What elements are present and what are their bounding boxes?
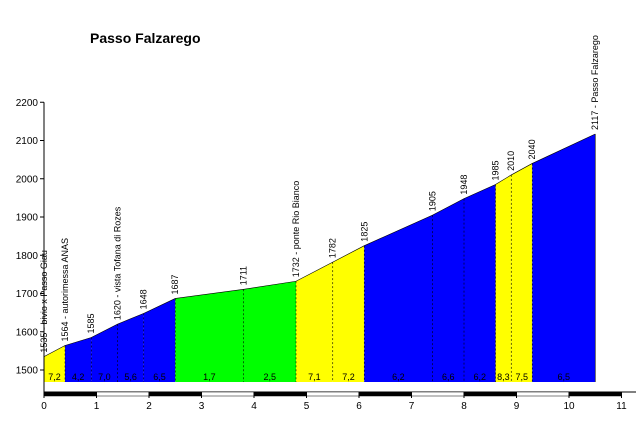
point-label: 2010 (506, 151, 516, 171)
profile-segment (65, 337, 92, 382)
gradient-labels: 7,2 4,2 7,0 5,6 6,5 1,7 2,5 7,1 7,2 6,2 6,6 6,2 8,3 7… (48, 372, 570, 382)
x-tick-label: 6 (356, 401, 362, 412)
km-scale-bar (43, 391, 97, 397)
km-scale-bar (96, 391, 150, 397)
profile-segment (117, 313, 144, 382)
profile-segment (143, 298, 176, 382)
x-tick-label: 8 (461, 401, 467, 412)
y-tick-label: 1900 (16, 213, 39, 224)
point-label: 1711 (239, 266, 249, 285)
km-scale-bar (358, 391, 412, 397)
x-tick-label: 10 (563, 401, 575, 412)
point-label: 1905 (428, 191, 438, 211)
point-label: 1825 (359, 222, 369, 242)
profile-segment (495, 174, 512, 382)
gradient-label: 6,2 (473, 372, 486, 382)
x-tick-label: 3 (199, 401, 205, 412)
point-labels: 1535 - bivio x Passo Giau 1564 - autorime… (39, 35, 600, 353)
gradient-label: 7,0 (98, 372, 111, 382)
gradient-label: 8,3 (497, 372, 510, 382)
x-tick-label: 2 (146, 401, 152, 412)
gradient-label: 6,2 (392, 372, 405, 382)
y-tick-label: 1700 (16, 289, 39, 300)
profile-line (43, 133, 596, 357)
profile-segment (175, 289, 244, 382)
km-scale-bar (201, 391, 255, 397)
km-scale-bar (253, 391, 307, 397)
gradient-label: 1,7 (203, 372, 216, 382)
gradient-label: 7,1 (308, 372, 321, 382)
profile-segment (91, 324, 118, 382)
gradient-label: 7,2 (48, 372, 61, 382)
gradient-label: 5,6 (124, 372, 137, 382)
x-tick-label: 5 (304, 401, 310, 412)
point-label: 1782 (328, 238, 338, 258)
x-tick-label: 0 (41, 401, 47, 412)
profile-segment (364, 215, 433, 382)
profile-segment (432, 198, 464, 382)
point-label: 1648 (139, 289, 149, 309)
y-tick-label: 1600 (16, 327, 39, 338)
gradient-label: 6,6 (442, 372, 455, 382)
point-label: 1732 - ponte Rio Bianco (291, 181, 301, 278)
segment-dividers (64, 133, 596, 382)
x-tick-label: 1 (94, 401, 100, 412)
km-scale-bar (148, 391, 202, 397)
y-tick-label: 1800 (16, 251, 39, 262)
gradient-label: 7,5 (515, 372, 528, 382)
y-tick-label: 2100 (16, 136, 39, 147)
x-tick-label: 11 (616, 401, 627, 412)
km-scale-bar (411, 391, 465, 397)
y-tick-label: 1500 (16, 366, 39, 377)
x-tick-label: 9 (514, 401, 520, 412)
gradient-label: 7,2 (342, 372, 355, 382)
gradient-label: 6,5 (557, 372, 570, 382)
profile-segment (532, 133, 596, 382)
point-label: 1585 (86, 313, 96, 333)
km-scale-bar (568, 391, 622, 397)
profile-segment (296, 262, 333, 382)
point-label: 1535 - bivio x Passo Giau (39, 250, 49, 353)
point-label: 1620 - vista Tofana di Rozes (113, 206, 123, 320)
profile-segment (464, 184, 496, 382)
profile-segment (332, 245, 365, 382)
profile-segment (243, 281, 296, 382)
km-scale-bar (463, 391, 517, 397)
gradient-label: 2,5 (263, 372, 276, 382)
gradient-label: 6,5 (153, 372, 166, 382)
point-label: 1687 (170, 274, 180, 294)
y-tick-label: 2000 (16, 174, 39, 185)
profile-segment (44, 345, 65, 382)
x-tick-label: 7 (409, 401, 415, 412)
gradient-label: 4,2 (72, 372, 85, 382)
profile-segments (43, 133, 596, 382)
point-label: 1564 - autorimessa ANAS (60, 238, 70, 342)
point-label: 2040 (527, 139, 537, 159)
axes: 1500 1600 1700 1800 1900 2000 2100 2200 0 1 2 3 4 5 6 7… (16, 98, 636, 412)
point-label: 2117 - Passo Falzarego (590, 35, 600, 130)
chart-title: Passo Falzarego (90, 30, 201, 46)
point-label: 1985 (491, 160, 501, 180)
km-scale-bar (306, 391, 360, 397)
km-scale-bar (516, 391, 570, 397)
profile-segment (511, 163, 533, 382)
y-tick-label: 2200 (16, 98, 39, 109)
x-tick-label: 4 (251, 401, 257, 412)
point-label: 1948 (459, 175, 469, 195)
